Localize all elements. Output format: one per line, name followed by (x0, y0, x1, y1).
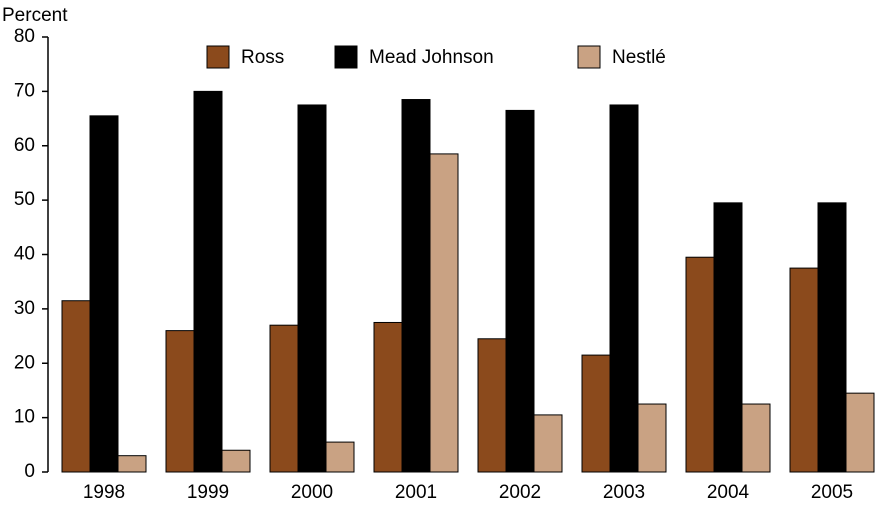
y-tick-label: 80 (14, 26, 35, 47)
bar (373, 321, 403, 473)
x-tick-label: 2003 (603, 482, 645, 503)
y-tick-label: 30 (14, 298, 35, 319)
legend-label: Ross (241, 47, 284, 68)
y-tick-label: 20 (14, 352, 35, 373)
y-tick-label: 50 (14, 189, 35, 210)
y-tick-label: 0 (24, 461, 35, 482)
bar (117, 455, 147, 473)
bar (505, 109, 535, 473)
bar (713, 202, 743, 473)
bar (429, 153, 459, 473)
x-tick-label: 2005 (811, 482, 853, 503)
y-axis-label: Percent (2, 5, 68, 26)
y-tick-label: 40 (14, 244, 35, 265)
bar (637, 403, 667, 473)
y-tick-label: 10 (14, 407, 35, 428)
x-tick-label: 2000 (291, 482, 333, 503)
bar (61, 300, 91, 473)
x-tick-label: 1999 (187, 482, 229, 503)
bar (817, 202, 847, 473)
bar (165, 330, 195, 473)
bar (789, 267, 819, 473)
bar (297, 104, 327, 473)
legend-label: Mead Johnson (369, 47, 494, 68)
bar (325, 441, 355, 473)
legend-swatch (334, 45, 358, 69)
legend-label: Nestlé (612, 47, 666, 68)
legend-swatch (577, 45, 601, 69)
bar (685, 256, 715, 473)
legend-swatch (206, 45, 230, 69)
y-tick-label: 70 (14, 80, 35, 101)
bar (477, 338, 507, 473)
bar (609, 104, 639, 473)
bar (581, 354, 611, 473)
bar (89, 115, 119, 473)
x-tick-label: 2002 (499, 482, 541, 503)
bar (221, 449, 251, 473)
bar (533, 414, 563, 473)
bar (401, 99, 431, 473)
x-tick-label: 2004 (707, 482, 750, 503)
bar (741, 403, 771, 473)
bar (193, 90, 223, 473)
bar (269, 324, 299, 473)
bar (845, 392, 875, 473)
x-tick-label: 2001 (395, 482, 437, 503)
x-tick-label: 1998 (83, 482, 125, 503)
y-tick-label: 60 (14, 135, 35, 156)
